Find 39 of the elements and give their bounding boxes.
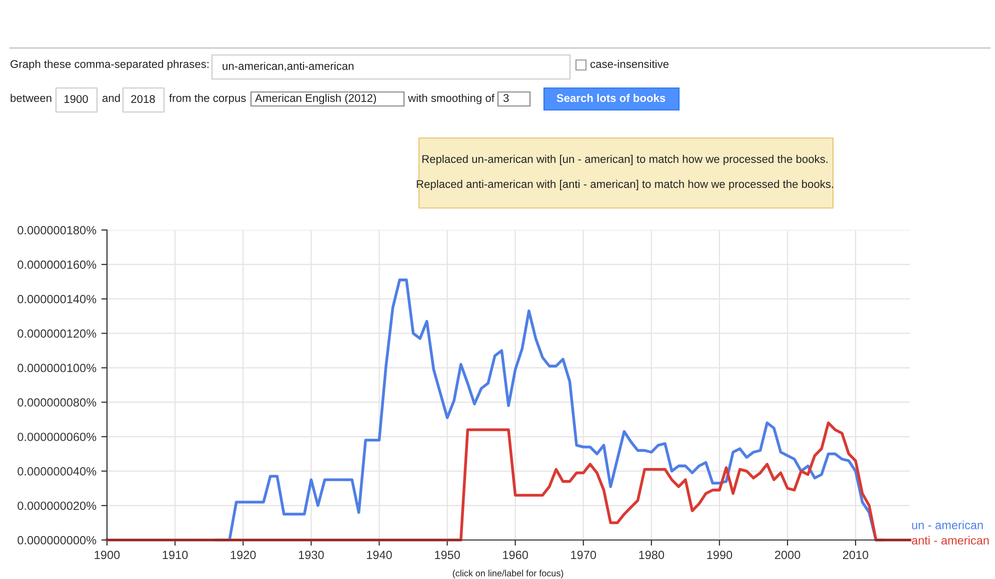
text: American English (2012)	[255, 94, 376, 104]
y-tick-label: 0.000000120%	[18, 329, 96, 338]
text: from the corpus	[169, 94, 246, 104]
y-tick-label: 0.000000060%	[18, 432, 96, 442]
x-tick-label: 1960	[503, 550, 528, 560]
x-tick-label: 1900	[94, 550, 120, 560]
text: Graph these comma-separated phrases:	[10, 60, 208, 70]
text: 1900	[64, 95, 88, 103]
text: 2018	[131, 95, 155, 103]
text: with smoothing of	[408, 94, 494, 104]
y-tick-label: 0.000000100%	[18, 364, 96, 372]
y-tick-label: 0.000000020%	[18, 502, 96, 510]
x-tick-label: 1940	[366, 550, 392, 560]
x-tick-label: 1910	[162, 550, 188, 560]
y-tick-label: 0.000000140%	[18, 294, 96, 304]
y-tick-label: 0.000000000%	[18, 536, 96, 544]
y-tick-label: 0.000000080%	[18, 398, 96, 407]
x-tick-label: 1990	[707, 550, 732, 560]
series-label: anti - american	[912, 536, 989, 545]
text: Search lots of books	[556, 94, 666, 102]
x-tick-label: 1950	[435, 550, 460, 560]
text: case-insensitive	[590, 60, 669, 68]
x-tick-label: 1970	[571, 550, 596, 560]
x-tick-label: 1920	[230, 550, 256, 560]
x-tick-label: 1980	[639, 550, 664, 560]
x-tick-label: 1930	[298, 550, 324, 560]
text: 3	[503, 94, 509, 102]
text: un - american	[912, 520, 983, 530]
y-tick-label: 0.000000180%	[18, 226, 96, 234]
text: (click on line/label for focus)	[452, 570, 564, 578]
x-tick-label: 2000	[774, 550, 800, 560]
x-tick-label: 2010	[843, 550, 868, 560]
text: between	[10, 94, 52, 102]
text: un-american,anti-american	[222, 62, 354, 72]
y-tick-label: 0.000000160%	[18, 260, 96, 269]
text: Replaced un-american with [un - american] to match how we processed the books.	[422, 154, 828, 166]
text: and	[102, 94, 120, 102]
y-tick-label: 0.000000040%	[18, 467, 96, 476]
text: Replaced anti-american with [anti - american] to match how we processed the books.	[416, 180, 834, 190]
